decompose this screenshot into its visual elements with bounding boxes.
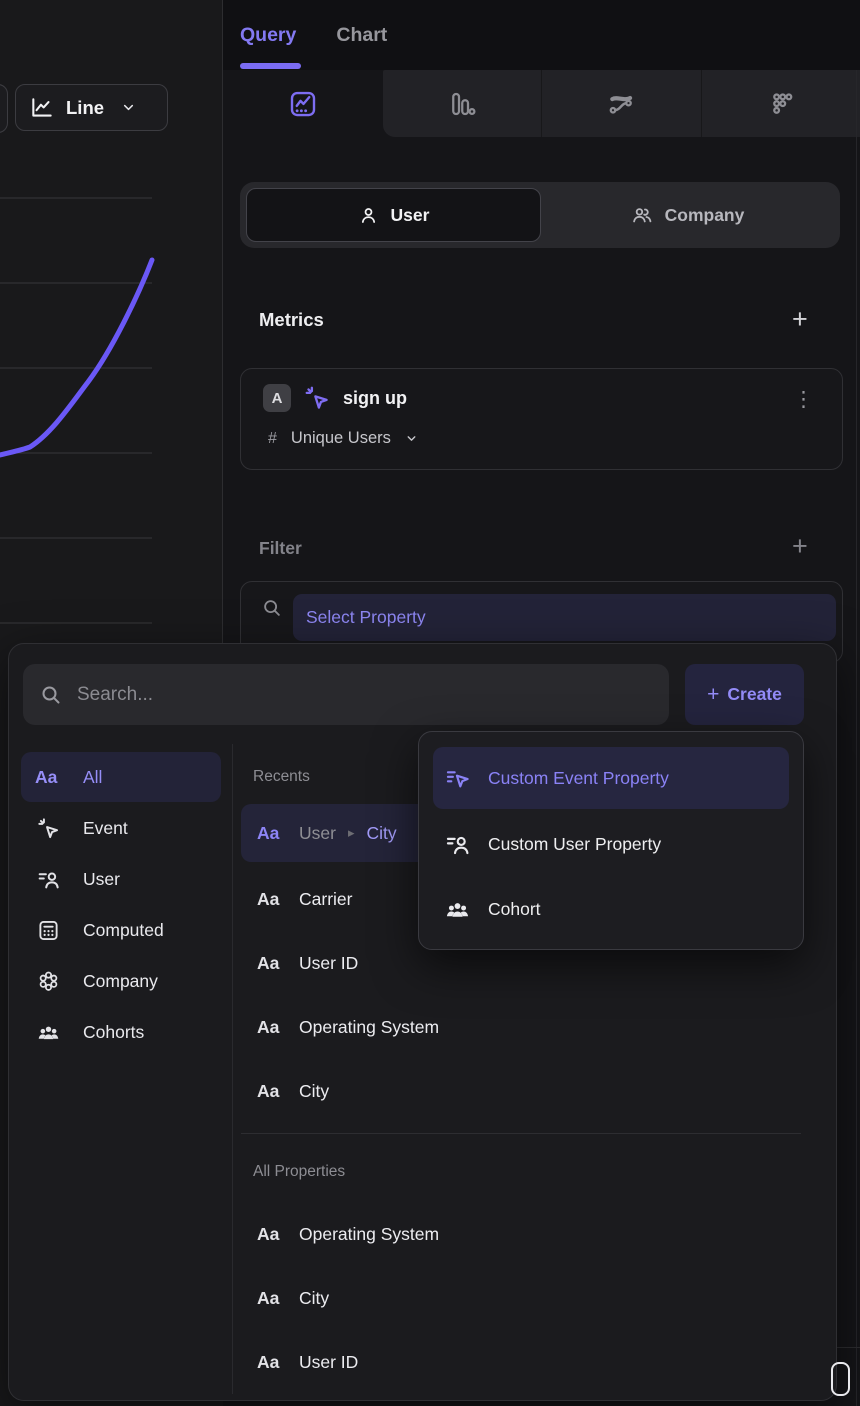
tab-retention[interactable]: [700, 70, 860, 137]
metric-letter-badge: A: [263, 384, 291, 412]
tab-insights[interactable]: [223, 70, 383, 137]
aa-glyph-icon: Aa: [257, 1016, 280, 1037]
cohort-icon: [443, 896, 471, 923]
tab-query[interactable]: Query: [240, 23, 297, 46]
recents-heading: Recents: [253, 768, 310, 785]
all-property-user-id[interactable]: Aa User ID: [257, 1351, 359, 1372]
aa-glyph-icon: Aa: [257, 952, 280, 973]
cohorts-icon: [35, 1020, 61, 1045]
clipped-shortcut-hint: [831, 1362, 850, 1396]
category-event[interactable]: Event: [21, 803, 221, 853]
chart-type-dropdown[interactable]: Line: [15, 84, 168, 131]
aa-glyph-icon: Aa: [257, 1080, 280, 1101]
picker-search-input[interactable]: [75, 682, 653, 707]
active-tab-underline: [240, 63, 301, 69]
chevron-down-icon: [121, 100, 136, 115]
recent-property-carrier[interactable]: Aa Carrier: [257, 888, 353, 909]
insights-icon: [288, 89, 318, 119]
chevron-down-icon: [405, 432, 418, 445]
list-person-icon: [35, 867, 61, 892]
line-chart-preview: [0, 170, 222, 643]
recent-property-operating-system[interactable]: Aa Operating System: [257, 1016, 440, 1037]
menu-item-custom-user-property[interactable]: Custom User Property: [433, 813, 789, 875]
list-person-icon: [443, 831, 471, 858]
panel-divider: [222, 0, 223, 643]
view-tabs-inactive-group: [383, 70, 860, 137]
search-icon: [261, 597, 283, 619]
funnels-icon: [447, 89, 477, 119]
query-chart-tabbar: Query Chart: [223, 0, 860, 70]
scope-company-label: Company: [664, 204, 745, 225]
scope-user[interactable]: User: [246, 188, 541, 242]
list-cursor-icon: [443, 765, 471, 792]
measure-hash-icon: #: [268, 429, 277, 447]
category-computed[interactable]: Computed: [21, 905, 221, 955]
page-horizontal-divider: [836, 1347, 860, 1348]
scope-user-label: User: [390, 204, 430, 225]
person-icon: [358, 205, 379, 226]
retention-icon: [766, 89, 796, 119]
metric-menu-button[interactable]: ⋮: [793, 388, 814, 411]
picker-search-box[interactable]: [23, 664, 669, 725]
calculator-icon: [35, 918, 61, 943]
create-context-menu: Custom Event Property Custom User Proper…: [418, 731, 804, 950]
category-user[interactable]: User: [21, 854, 221, 904]
metric-event-name: sign up: [343, 387, 407, 408]
scope-toggle: User Company: [240, 182, 840, 248]
chart-series-line: [0, 257, 155, 458]
add-metric-button[interactable]: +: [792, 304, 808, 334]
view-type-tabs: [223, 70, 860, 137]
people-icon: [631, 204, 653, 226]
aa-glyph-icon: Aa: [35, 766, 58, 787]
chart-type-label: Line: [66, 96, 105, 118]
tab-chart[interactable]: Chart: [336, 23, 388, 46]
property-group: User: [299, 822, 336, 843]
list-section-divider: [241, 1133, 801, 1134]
tab-flows[interactable]: [541, 70, 700, 137]
create-button[interactable]: + Create: [685, 664, 804, 725]
property-name: City: [366, 822, 397, 843]
event-spark-icon: [303, 384, 331, 412]
aa-glyph-icon: Aa: [257, 1287, 280, 1308]
line-chart-icon: [29, 95, 55, 121]
plus-icon: +: [707, 682, 720, 706]
category-all[interactable]: Aa All: [21, 752, 221, 802]
add-filter-button[interactable]: +: [792, 531, 808, 561]
category-cohorts[interactable]: Cohorts: [21, 1007, 221, 1057]
menu-item-cohort[interactable]: Cohort: [433, 878, 789, 940]
metric-card[interactable]: A sign up ⋮ # Unique Users: [240, 368, 843, 470]
metrics-heading: Metrics: [259, 309, 324, 330]
aa-glyph-icon: Aa: [257, 822, 280, 843]
menu-item-custom-event-property[interactable]: Custom Event Property: [433, 747, 789, 809]
aa-glyph-icon: Aa: [257, 1351, 280, 1372]
all-properties-heading: All Properties: [253, 1163, 346, 1180]
breadcrumb-arrow-icon: ▸: [347, 825, 355, 840]
search-icon: [39, 683, 63, 707]
filter-heading: Filter: [259, 538, 302, 558]
tab-funnels[interactable]: [383, 70, 541, 137]
category-company[interactable]: Company: [21, 956, 221, 1006]
aa-glyph-icon: Aa: [257, 888, 280, 909]
recent-property-city[interactable]: Aa City: [257, 1080, 330, 1101]
event-spark-icon: [35, 816, 61, 841]
recent-property-user-id[interactable]: Aa User ID: [257, 952, 359, 973]
filter-property-input[interactable]: Select Property: [293, 594, 836, 641]
offscreen-button-fragment: [0, 84, 8, 133]
measure-selector[interactable]: Unique Users: [290, 429, 391, 447]
page-right-divider: [856, 70, 857, 1406]
all-property-city[interactable]: Aa City: [257, 1287, 330, 1308]
all-property-operating-system[interactable]: Aa Operating System: [257, 1223, 440, 1244]
flows-icon: [606, 89, 636, 119]
company-cluster-icon: [35, 969, 61, 994]
aa-glyph-icon: Aa: [257, 1223, 280, 1244]
scope-company[interactable]: Company: [541, 188, 834, 242]
picker-column-divider: [232, 744, 233, 1394]
